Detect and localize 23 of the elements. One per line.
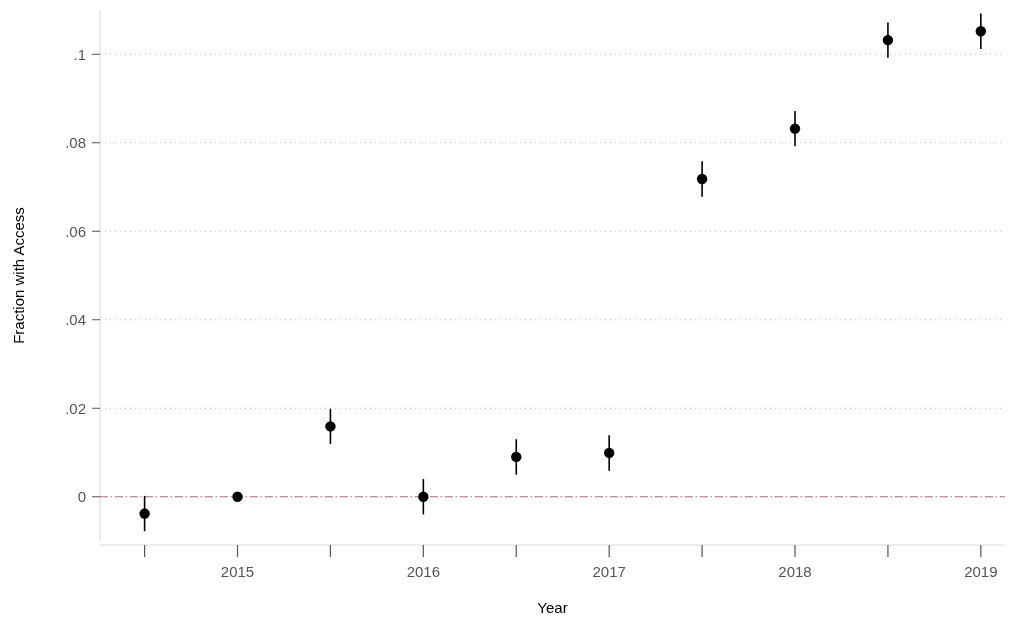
- point: [882, 34, 894, 46]
- x-tick-label: 2017: [592, 563, 626, 580]
- x-tick-label: 2018: [778, 563, 812, 580]
- x-tick-label: 2015: [220, 563, 255, 580]
- point: [789, 123, 801, 134]
- y-tick-label: .08: [65, 134, 86, 151]
- y-tick-label: .1: [73, 45, 86, 63]
- point: [139, 508, 150, 519]
- y-axis-title: Fraction with Access: [10, 207, 27, 344]
- point: [696, 173, 708, 185]
- x-axis-title: Year: [537, 599, 568, 616]
- y-tick-label: 0: [77, 488, 86, 505]
- y-tick-label: .06: [65, 222, 86, 240]
- point: [325, 421, 336, 432]
- point: [603, 447, 615, 459]
- point: [511, 451, 522, 463]
- y-tick-label: .04: [65, 311, 86, 328]
- y-tick-label: .02: [65, 399, 86, 417]
- point: [975, 26, 987, 37]
- point: [232, 491, 243, 502]
- x-tick-label: 2019: [964, 563, 998, 580]
- x-tick-label: 2016: [406, 563, 441, 580]
- point: [418, 491, 429, 502]
